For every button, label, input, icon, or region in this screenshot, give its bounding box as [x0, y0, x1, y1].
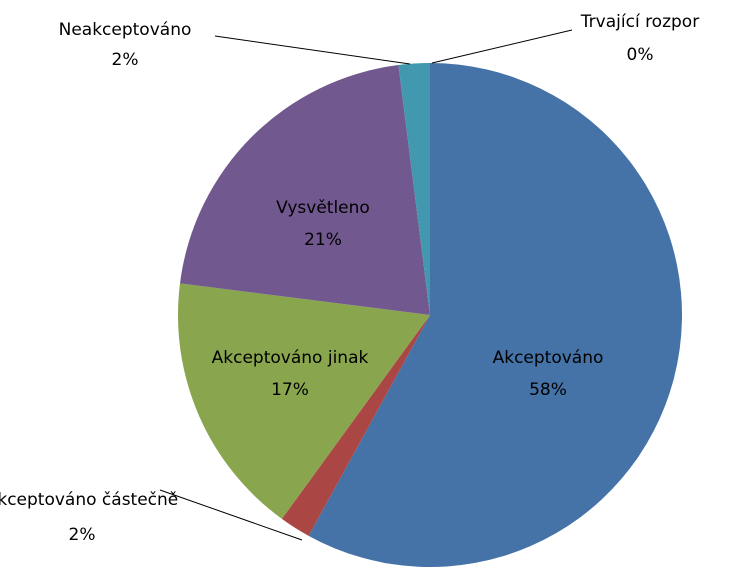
slice-label: Akceptováno částečně	[0, 490, 178, 510]
pie-slice	[179, 64, 430, 316]
slice-value-label: 2%	[112, 50, 139, 70]
slice-value-label: 58%	[529, 380, 567, 400]
slice-value-label: 0%	[627, 45, 654, 65]
leader-line	[159, 489, 303, 541]
slice-label: Akceptováno	[493, 348, 604, 368]
leader-line	[431, 29, 573, 64]
pie-slice	[398, 63, 430, 315]
slice-label: Akceptováno jinak	[212, 348, 369, 368]
slice-value-label: 2%	[69, 525, 96, 545]
slice-value-label: 17%	[271, 380, 309, 400]
pie-slice	[308, 63, 682, 567]
slice-label: Trvající rozpor	[580, 12, 699, 32]
leader-line	[214, 35, 411, 65]
slice-value-label: 21%	[304, 230, 342, 250]
pie-slice	[177, 283, 430, 519]
slice-label: Vysvětleno	[276, 198, 370, 218]
pie-slice	[281, 315, 430, 536]
slice-label: Neakceptováno	[59, 20, 192, 40]
